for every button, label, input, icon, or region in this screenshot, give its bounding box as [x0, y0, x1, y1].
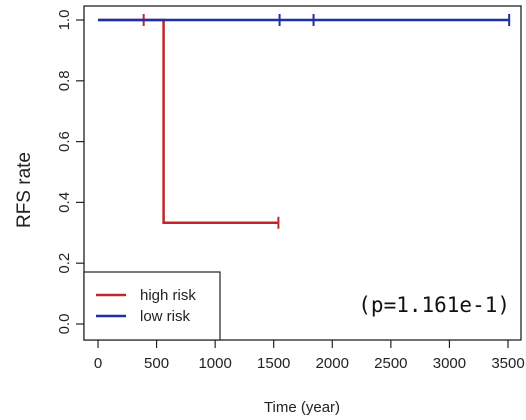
legend-label-low-risk: low risk: [140, 308, 191, 325]
y-tick-label: 1.0: [56, 10, 73, 31]
x-axis: 0 500 1000 1500 2000 2500 3000 3500: [94, 340, 525, 372]
plot-frame: [83, 5, 522, 341]
y-tick-label: 0.8: [56, 70, 73, 91]
x-tick-label: 0: [94, 355, 102, 372]
series-layer: [98, 14, 511, 229]
x-tick-label: 1000: [198, 355, 231, 372]
x-tick-label: 3500: [491, 355, 524, 372]
y-tick-label: 0.4: [56, 192, 73, 213]
y-tick-label: 0.0: [56, 314, 73, 335]
legend-label-high-risk: high risk: [140, 287, 196, 304]
legend: high risk low risk: [83, 271, 221, 341]
y-axis-label: RFS rate: [14, 152, 35, 228]
x-tick-label: 500: [144, 355, 169, 372]
x-tick-label: 1500: [257, 355, 290, 372]
x-tick-label: 2500: [374, 355, 407, 372]
x-axis-label: Time (year): [264, 399, 340, 416]
x-tick-label: 2000: [316, 355, 349, 372]
legend-box: [83, 271, 221, 341]
p-value-annotation: (p=1.161e-1): [358, 293, 510, 317]
y-axis: 0.0 0.2 0.4 0.6 0.8 1.0: [56, 10, 84, 335]
y-tick-label: 0.2: [56, 253, 73, 274]
x-tick-label: 3000: [433, 355, 466, 372]
y-tick-label: 0.6: [56, 131, 73, 152]
series-line-high-risk: [98, 18, 279, 225]
